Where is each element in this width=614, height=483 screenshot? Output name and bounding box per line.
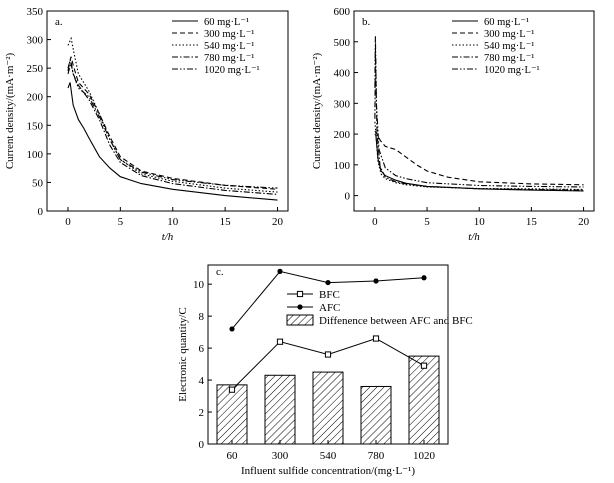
panel-label: b. xyxy=(362,16,371,28)
y-tick-label: 8 xyxy=(199,311,205,323)
y-tick-label: 0 xyxy=(199,439,205,451)
series-line-5 xyxy=(67,59,278,189)
legend-label: 300 mg·L⁻¹ xyxy=(484,29,534,40)
y-tick-label: 100 xyxy=(334,160,351,172)
afc-point xyxy=(421,275,427,281)
x-tick-label: 10 xyxy=(474,216,486,228)
series-line-1 xyxy=(67,82,278,201)
x-tick-label: 5 xyxy=(424,216,430,228)
series-line-3 xyxy=(374,121,584,191)
bar-540 xyxy=(312,371,344,445)
bar-1020 xyxy=(408,355,440,445)
legend-label: AFC xyxy=(319,302,340,314)
series-line-1 xyxy=(374,133,584,192)
y-tick-label: 200 xyxy=(27,92,44,104)
x-tick-label: 60 xyxy=(227,450,239,462)
legend-label: BFC xyxy=(319,289,340,301)
x-tick-label: 0 xyxy=(372,216,378,228)
bar-300 xyxy=(264,374,296,445)
y-tick-label: 600 xyxy=(334,6,351,18)
x-tick-label: 300 xyxy=(272,450,289,462)
y-axis-label: Current density/(mA·m⁻²) xyxy=(311,53,323,170)
y-axis-label: Current density/(mA·m⁻²) xyxy=(4,53,16,170)
y-tick-label: 350 xyxy=(27,6,44,18)
legend-swatch xyxy=(286,314,314,326)
y-axis-label: Electronic quantity/C xyxy=(177,307,189,401)
series-line-2 xyxy=(374,130,584,186)
y-tick-label: 400 xyxy=(334,68,351,80)
x-tick-label: 20 xyxy=(578,216,590,228)
legend-label: 1020 mg·L⁻¹ xyxy=(204,65,260,76)
y-tick-label: 300 xyxy=(334,98,351,110)
y-tick-label: 300 xyxy=(27,35,44,47)
series-line-4 xyxy=(67,62,278,195)
x-axis-label: Influent sulfide concentration/(mg·L⁻¹) xyxy=(241,465,415,477)
y-tick-label: 500 xyxy=(334,37,351,49)
legend-label: 60 mg·L⁻¹ xyxy=(204,17,249,28)
y-tick-label: 150 xyxy=(27,120,44,132)
x-axis-label: t/h xyxy=(162,231,174,243)
panel-c-chart: 60 300 540 780 1020 0 2 4 6 8 10 Influent sulfide c… xyxy=(177,264,473,477)
bfc-point xyxy=(420,362,428,369)
series-line-4 xyxy=(374,47,584,191)
afc-point xyxy=(229,326,235,332)
x-tick-label: 10 xyxy=(167,216,179,228)
legend-label: 300 mg·L⁻¹ xyxy=(204,29,254,40)
legend-label: 540 mg·L⁻¹ xyxy=(204,41,254,52)
bfc-point xyxy=(276,338,284,345)
x-tick-label: 0 xyxy=(65,216,71,228)
bfc-point xyxy=(372,335,380,342)
x-tick-label: 540 xyxy=(320,450,337,462)
x-tick-label: 15 xyxy=(220,216,232,228)
y-tick-label: 6 xyxy=(199,343,205,355)
plot-frame xyxy=(353,10,595,212)
y-tick-label: 250 xyxy=(27,63,44,75)
afc-point xyxy=(325,279,331,286)
y-tick-label: 50 xyxy=(32,177,44,189)
panel-a-chart: 0 5 10 15 20050100150200250300350t/hCurrent … xyxy=(4,6,289,243)
series-line-5 xyxy=(374,35,584,188)
y-tick-label: 200 xyxy=(334,129,351,141)
plot-frame xyxy=(46,10,289,212)
bfc-point xyxy=(324,351,332,358)
panel-label: c. xyxy=(216,266,224,278)
legend-marker xyxy=(296,290,304,298)
legend-label: 780 mg·L⁻¹ xyxy=(204,53,254,64)
x-tick-label: 1020 xyxy=(413,450,436,462)
legend-label: Diffenence between AFC and BFC xyxy=(319,315,473,327)
legend-marker xyxy=(297,304,303,310)
x-tick-label: 15 xyxy=(526,216,538,228)
afc-point xyxy=(277,268,283,274)
x-tick-label: 20 xyxy=(272,216,284,228)
x-tick-label: 5 xyxy=(118,216,124,228)
y-tick-label: 4 xyxy=(199,375,205,387)
legend-label: 60 mg·L⁻¹ xyxy=(484,17,529,28)
afc-point xyxy=(373,278,379,284)
panel-label: a. xyxy=(55,16,63,28)
series-line-3 xyxy=(67,36,278,193)
legend-label: 540 mg·L⁻¹ xyxy=(484,41,534,52)
legend-label: 1020 mg·L⁻¹ xyxy=(484,65,540,76)
x-axis-label: t/h xyxy=(468,231,480,243)
y-tick-label: 2 xyxy=(199,407,205,419)
bar-60 xyxy=(216,384,248,445)
series-line-2 xyxy=(67,56,278,190)
y-tick-label: 0 xyxy=(345,191,351,203)
y-tick-label: 100 xyxy=(27,149,44,161)
y-tick-label: 0 xyxy=(38,206,44,218)
legend-label: 780 mg·L⁻¹ xyxy=(484,53,534,64)
x-tick-label: 780 xyxy=(368,450,385,462)
bar-780 xyxy=(360,385,392,445)
y-tick-label: 10 xyxy=(193,279,205,291)
bfc-point xyxy=(228,386,236,393)
